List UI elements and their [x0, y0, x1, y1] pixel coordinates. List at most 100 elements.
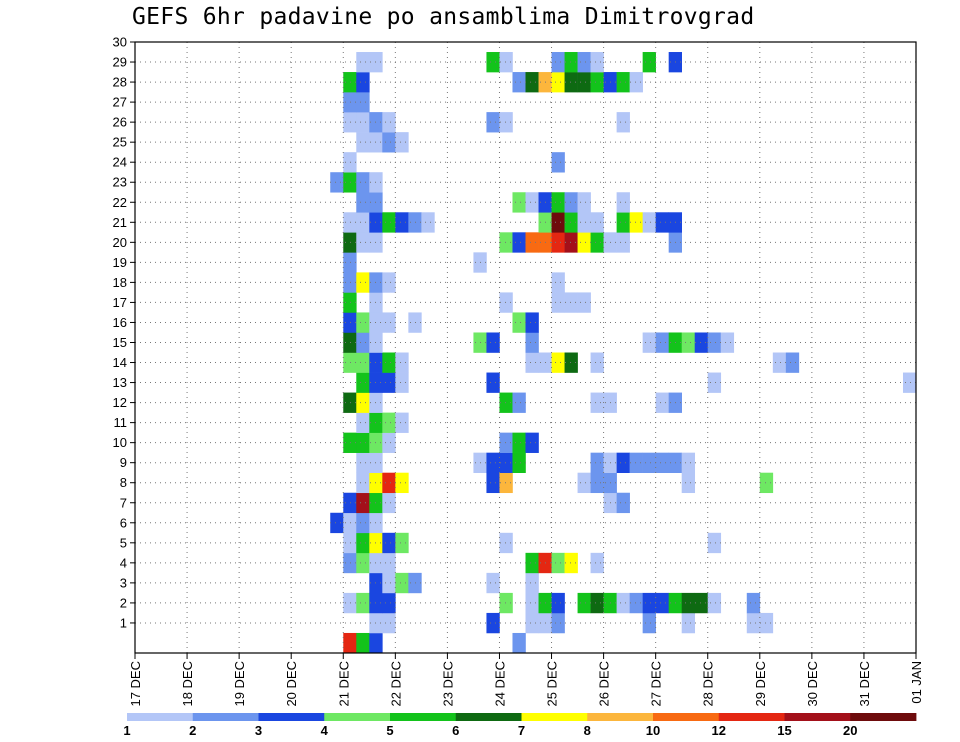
heatmap-cell — [525, 312, 539, 333]
heatmap-cell — [356, 352, 370, 373]
heatmap-cell — [343, 392, 357, 413]
heatmap-cell — [616, 112, 630, 133]
heatmap-cell — [564, 212, 578, 233]
heatmap-cell — [577, 212, 591, 233]
heatmap-cell — [343, 352, 357, 373]
heatmap-cell — [486, 452, 500, 473]
heatmap-cell — [785, 352, 800, 373]
y-tick-label: 21 — [113, 215, 127, 230]
heatmap-cell — [590, 392, 604, 413]
heatmap-cell — [356, 412, 370, 433]
heatmap-cell — [356, 132, 370, 153]
x-tick-label: 17 DEC — [128, 661, 143, 707]
x-tick-label: 28 DEC — [701, 661, 716, 707]
colorbar-swatch — [324, 713, 391, 721]
heatmap-cell — [356, 272, 370, 293]
heatmap-cell — [356, 212, 370, 233]
colorbar-swatch — [521, 713, 588, 721]
heatmap-cell — [616, 212, 630, 233]
heatmap-cell — [395, 532, 409, 554]
heatmap-cell — [616, 232, 630, 253]
y-tick-label: 29 — [113, 55, 127, 70]
heatmap-cell — [499, 432, 513, 453]
heatmap-cell — [512, 392, 526, 413]
heatmap-cell — [343, 72, 357, 93]
heatmap-cell — [382, 592, 396, 614]
chart-title: GEFS 6hr padavine po ansamblima Dimitrov… — [132, 4, 755, 30]
heatmap-cell — [629, 72, 643, 93]
y-tick-label: 19 — [113, 255, 127, 270]
heatmap-cell — [395, 372, 409, 393]
heatmap-cell — [616, 592, 630, 614]
heatmap-cell — [382, 492, 396, 514]
heatmap-cell — [343, 512, 357, 534]
colorbar-swatch — [455, 713, 522, 721]
heatmap-cell — [382, 432, 396, 453]
heatmap-cell — [525, 352, 539, 373]
heatmap-cell — [382, 112, 396, 133]
heatmap-cell — [356, 432, 370, 453]
heatmap-cell — [356, 552, 370, 574]
heatmap-cell — [486, 52, 500, 73]
y-tick-label: 25 — [113, 135, 127, 150]
heatmap-cell — [642, 332, 656, 353]
y-tick-label: 14 — [113, 355, 127, 370]
x-tick-label: 25 DEC — [545, 661, 560, 707]
heatmap-cell — [395, 212, 409, 233]
colorbar-swatch — [850, 713, 917, 721]
heatmap-cell — [577, 72, 591, 93]
heatmap-cell — [382, 472, 396, 494]
heatmap-cell — [681, 592, 696, 614]
heatmap-cell — [343, 552, 357, 574]
heatmap-cell — [590, 72, 604, 93]
x-tick-label: 23 DEC — [440, 661, 455, 707]
heatmap-cell — [330, 512, 344, 534]
heatmap-cell — [590, 352, 604, 373]
heatmap-cell — [499, 532, 513, 554]
heatmap-cell — [343, 172, 357, 193]
y-tick-label: 4 — [120, 555, 127, 570]
heatmap-cell — [629, 452, 643, 473]
heatmap-cell — [551, 192, 565, 213]
heatmap-cell — [343, 152, 357, 173]
colorbar-swatch — [192, 713, 259, 721]
heatmap-cell — [382, 612, 396, 634]
heatmap-cell — [525, 72, 539, 93]
heatmap-cell — [356, 332, 370, 353]
heatmap-cell — [525, 332, 539, 353]
colorbar-label: 5 — [386, 723, 393, 738]
heatmap-cell — [343, 252, 357, 273]
heatmap-cell — [616, 72, 630, 93]
heatmap-cell — [616, 492, 630, 514]
y-tick-label: 6 — [120, 515, 127, 530]
heatmap-cell — [512, 632, 526, 654]
x-tick-label: 21 DEC — [336, 661, 351, 707]
heatmap-cell — [343, 112, 357, 133]
heatmap-cell — [629, 592, 643, 614]
y-tick-label: 3 — [120, 575, 127, 590]
heatmap-cell — [356, 232, 370, 253]
colorbar-label: 3 — [255, 723, 262, 738]
colorbar-swatch — [258, 713, 325, 721]
y-tick-label: 24 — [113, 155, 127, 170]
heatmap-cell — [343, 332, 357, 353]
heatmap-cell — [642, 592, 656, 614]
heatmap-cell — [616, 452, 630, 473]
heatmap-cell — [356, 632, 370, 654]
heatmap-cell — [642, 52, 656, 73]
y-tick-label: 13 — [113, 375, 127, 390]
x-tick-label: 29 DEC — [753, 661, 768, 707]
heatmap-cell — [551, 592, 565, 614]
heatmap-cell — [655, 592, 669, 614]
heatmap-cell — [382, 212, 396, 233]
heatmap-cell — [655, 392, 669, 413]
heatmap-cell — [577, 192, 591, 213]
heatmap-cell — [382, 132, 396, 153]
heatmap-cell — [551, 292, 565, 313]
heatmap-cell — [382, 312, 396, 333]
y-tick-label: 15 — [113, 335, 127, 350]
heatmap-cell — [655, 332, 669, 353]
y-tick-label: 9 — [120, 455, 127, 470]
heatmap-cell — [356, 92, 370, 113]
colorbar-label: 4 — [321, 723, 329, 738]
